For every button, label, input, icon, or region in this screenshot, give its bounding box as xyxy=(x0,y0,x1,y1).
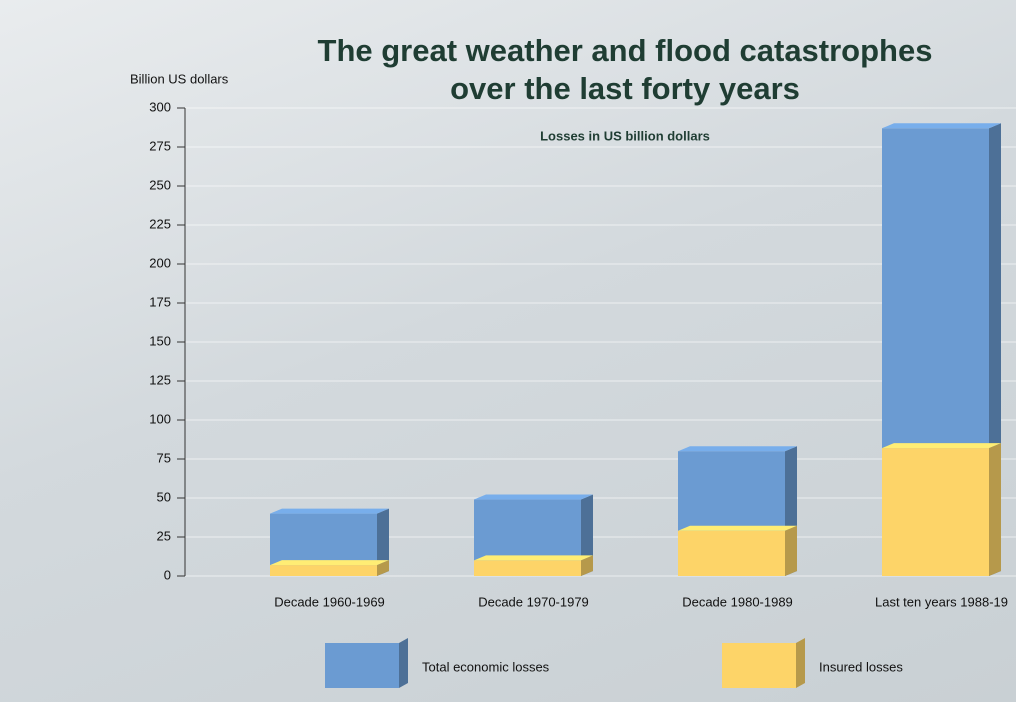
chart-title: The great weather and flood catastrophes… xyxy=(317,33,933,106)
x-tick-label: Last ten years 1988-19 xyxy=(875,594,1008,609)
bar xyxy=(270,565,377,576)
legend-label: Total economic losses xyxy=(422,659,550,674)
legend-swatch xyxy=(722,643,796,688)
x-tick-label: Decade 1980-1989 xyxy=(682,594,793,609)
bar-top xyxy=(474,555,593,561)
bar-side xyxy=(377,508,389,576)
legend-swatch xyxy=(325,643,399,688)
legend-label: Insured losses xyxy=(819,659,903,674)
bar-side xyxy=(989,443,1001,576)
bar-top xyxy=(882,443,1001,449)
y-tick-label: 75 xyxy=(157,450,171,465)
subtitle: Losses in US billion dollars xyxy=(540,128,710,143)
y-tick-label: 275 xyxy=(149,138,171,153)
y-tick-label: 50 xyxy=(157,489,171,504)
bar xyxy=(882,448,989,576)
bar-top xyxy=(882,123,1001,129)
bar-top xyxy=(474,494,593,500)
y-tick-label: 150 xyxy=(149,333,171,348)
bar-top xyxy=(270,560,389,566)
bar-top xyxy=(270,508,389,514)
y-tick-label: 200 xyxy=(149,255,171,270)
bar-side xyxy=(785,525,797,576)
bar-top xyxy=(678,446,797,452)
legend-swatch-side xyxy=(399,638,408,688)
y-tick-label: 25 xyxy=(157,528,171,543)
y-tick-label: 225 xyxy=(149,216,171,231)
bar-side xyxy=(377,560,389,576)
y-tick-label: 250 xyxy=(149,177,171,192)
bar xyxy=(678,530,785,576)
y-axis-label: Billion US dollars xyxy=(130,71,229,86)
y-tick-label: 175 xyxy=(149,294,171,309)
x-tick-label: Decade 1960-1969 xyxy=(274,594,385,609)
legend-swatch-side xyxy=(796,638,805,688)
bar-top xyxy=(678,525,797,531)
bar-side xyxy=(581,555,593,576)
bar xyxy=(474,560,581,576)
x-tick-label: Decade 1970-1979 xyxy=(478,594,589,609)
grid xyxy=(185,107,1016,577)
y-tick-label: 125 xyxy=(149,372,171,387)
y-tick-label: 100 xyxy=(149,411,171,426)
y-tick-label: 0 xyxy=(164,567,171,582)
y-tick-label: 300 xyxy=(149,99,171,114)
